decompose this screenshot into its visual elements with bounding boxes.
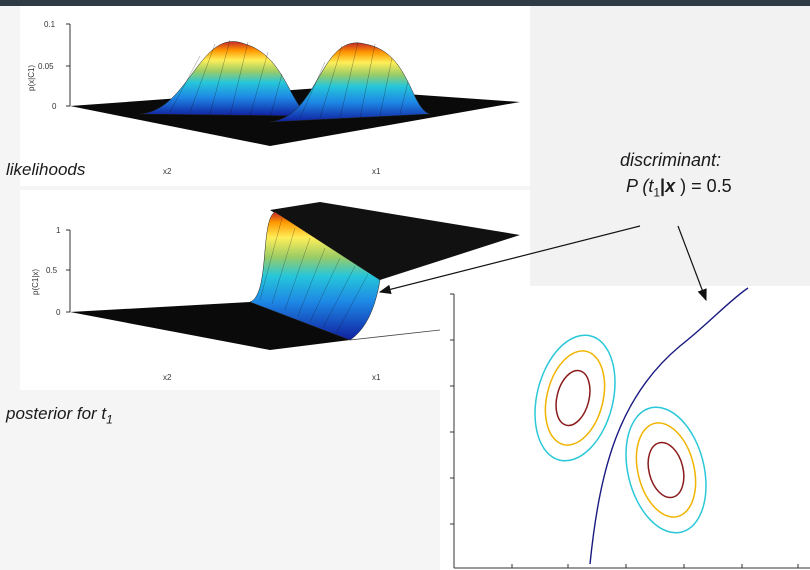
discriminant-title: discriminant: — [620, 150, 722, 170]
background-block — [530, 6, 810, 286]
lower-plane — [70, 302, 350, 350]
x2-axis-label: x2 — [163, 167, 172, 176]
y-tick-label: 0 — [52, 102, 57, 111]
caption-likelihoods: likelihoods — [6, 160, 86, 179]
x1-axis-label: x1 — [372, 373, 381, 382]
posterior-transition-surface — [249, 211, 381, 341]
likelihood-svg: 0.1 0.05 0 p(x|C1) x2 x1 — [27, 20, 520, 176]
outer-contour-class-2 — [625, 406, 707, 534]
middle-contour-class-2 — [635, 422, 697, 518]
y-tick-label: 0.5 — [46, 266, 58, 275]
contour-plot — [440, 286, 810, 570]
y-tick-label: 0.05 — [38, 62, 54, 71]
caption-posterior: posterior for t1 — [6, 404, 113, 426]
likelihood-hump-1 — [139, 41, 311, 117]
decision-boundary-curve — [589, 287, 749, 565]
middle-contour-class-1 — [544, 350, 606, 446]
top-bar — [0, 0, 810, 6]
eq-prefix: P (t — [626, 176, 654, 196]
likelihood-hump-2 — [269, 42, 431, 123]
y-tick-label: 1 — [56, 226, 61, 235]
eq-variable: x — [665, 176, 676, 196]
y-tick-label: 0 — [56, 308, 61, 317]
eq-bar: | — [660, 176, 666, 196]
caption-posterior-text: posterior for t — [6, 404, 107, 423]
eq-suffix: ) = 0.5 — [675, 176, 732, 196]
likelihood-surface-plot: 0.1 0.05 0 p(x|C1) x2 x1 — [20, 6, 530, 186]
y-tick-label: 0.1 — [44, 20, 56, 29]
y-axis-label: p(C1|x) — [31, 269, 40, 295]
inner-contour-class-2 — [647, 441, 685, 499]
eq-subscript: 1 — [653, 185, 661, 200]
inner-contour-class-1 — [555, 369, 591, 427]
y-axis-label: p(x|C1) — [27, 65, 36, 91]
discriminant-equation: P (t1|x ) = 0.5 — [626, 176, 732, 200]
outer-contour-class-1 — [534, 334, 616, 462]
contour-svg — [450, 287, 810, 569]
x2-axis-label: x2 — [163, 373, 172, 382]
x1-axis-label: x1 — [372, 167, 381, 176]
caption-posterior-subscript: 1 — [106, 412, 113, 427]
